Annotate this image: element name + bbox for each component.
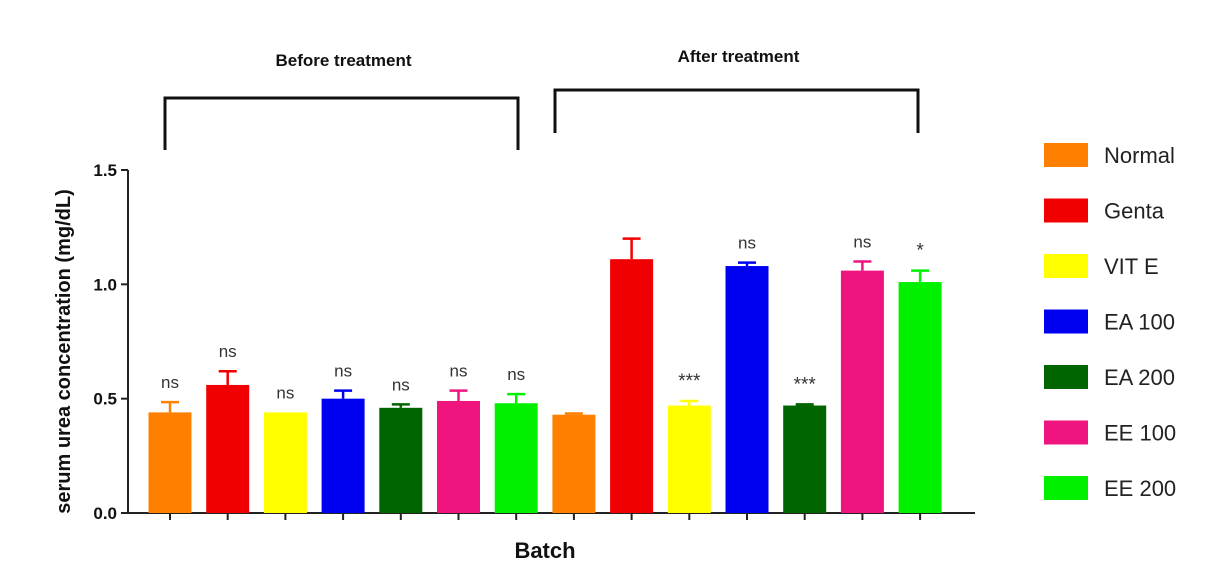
legend-swatch	[1044, 420, 1088, 445]
bar	[898, 282, 942, 513]
bar	[783, 405, 827, 513]
significance-label: ***	[794, 374, 817, 395]
bar	[321, 398, 365, 513]
legend-label: Normal	[1104, 143, 1175, 168]
group-bracket	[163, 96, 520, 150]
legend-swatch	[1044, 476, 1088, 500]
significance-label: ns	[392, 375, 410, 394]
significance-label: ns	[507, 365, 525, 384]
bars: ns ns ns ns ns ns ns *** ns *** ns *	[148, 232, 942, 513]
legend-swatch	[1044, 198, 1088, 223]
legend-label: EE 100	[1104, 421, 1176, 446]
significance-label: ns	[738, 234, 756, 253]
group-bracket	[553, 88, 920, 133]
bar	[725, 266, 769, 513]
bar	[263, 412, 307, 513]
bar	[379, 407, 423, 513]
legend-label: EA 200	[1104, 365, 1175, 390]
significance-label: ns	[219, 342, 237, 361]
legend-swatch	[1044, 309, 1088, 334]
legend: Normal Genta VIT E EA 100 EA 200 EE 100 EE 200	[1044, 143, 1176, 501]
legend-label: Genta	[1104, 199, 1165, 224]
legend-label: EE 200	[1104, 476, 1176, 501]
significance-label: ns	[161, 373, 179, 392]
y-axis-label: serum urea concentration (mg/dL)	[53, 189, 75, 514]
group-label: Before treatment	[275, 51, 411, 70]
y-tick-label: 1.0	[93, 275, 117, 294]
legend-label: VIT E	[1104, 254, 1159, 279]
legend-label: EA 100	[1104, 310, 1175, 335]
group-label: After treatment	[678, 47, 800, 66]
bar	[667, 405, 711, 513]
significance-label: ns	[853, 232, 871, 251]
bar	[610, 259, 654, 513]
y-axis: 0.0 0.5 1.0 1.5 serum urea concentration (mg…	[53, 161, 129, 523]
legend-swatch	[1044, 143, 1088, 167]
y-tick-label: 0.5	[93, 390, 117, 409]
y-tick-label: 0.0	[93, 504, 117, 523]
bar	[148, 412, 192, 513]
bar	[494, 403, 538, 513]
bar	[552, 414, 596, 513]
bar	[840, 270, 884, 513]
significance-label: ns	[334, 362, 352, 381]
significance-label: ns	[450, 362, 468, 381]
group-brackets: Before treatment After treatment	[163, 47, 920, 150]
legend-swatch	[1044, 365, 1088, 389]
y-tick-label: 1.5	[93, 161, 117, 180]
bar	[437, 400, 480, 513]
significance-label: ***	[678, 371, 701, 392]
significance-label: ns	[276, 383, 294, 402]
legend-swatch	[1044, 254, 1088, 278]
bar	[206, 384, 250, 513]
x-axis-label: Batch	[514, 538, 575, 563]
significance-label: *	[916, 241, 924, 262]
x-axis: Batch	[128, 512, 975, 563]
